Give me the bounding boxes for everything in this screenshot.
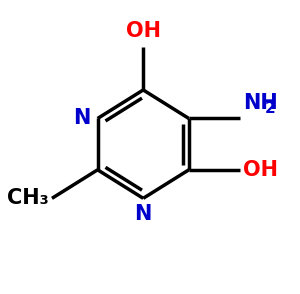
Text: OH: OH bbox=[243, 160, 278, 180]
Text: OH: OH bbox=[126, 21, 161, 41]
Text: N: N bbox=[73, 108, 91, 128]
Text: N: N bbox=[134, 204, 152, 224]
Text: CH₃: CH₃ bbox=[8, 188, 49, 208]
Text: 2: 2 bbox=[264, 101, 275, 116]
Text: NH: NH bbox=[243, 93, 278, 113]
